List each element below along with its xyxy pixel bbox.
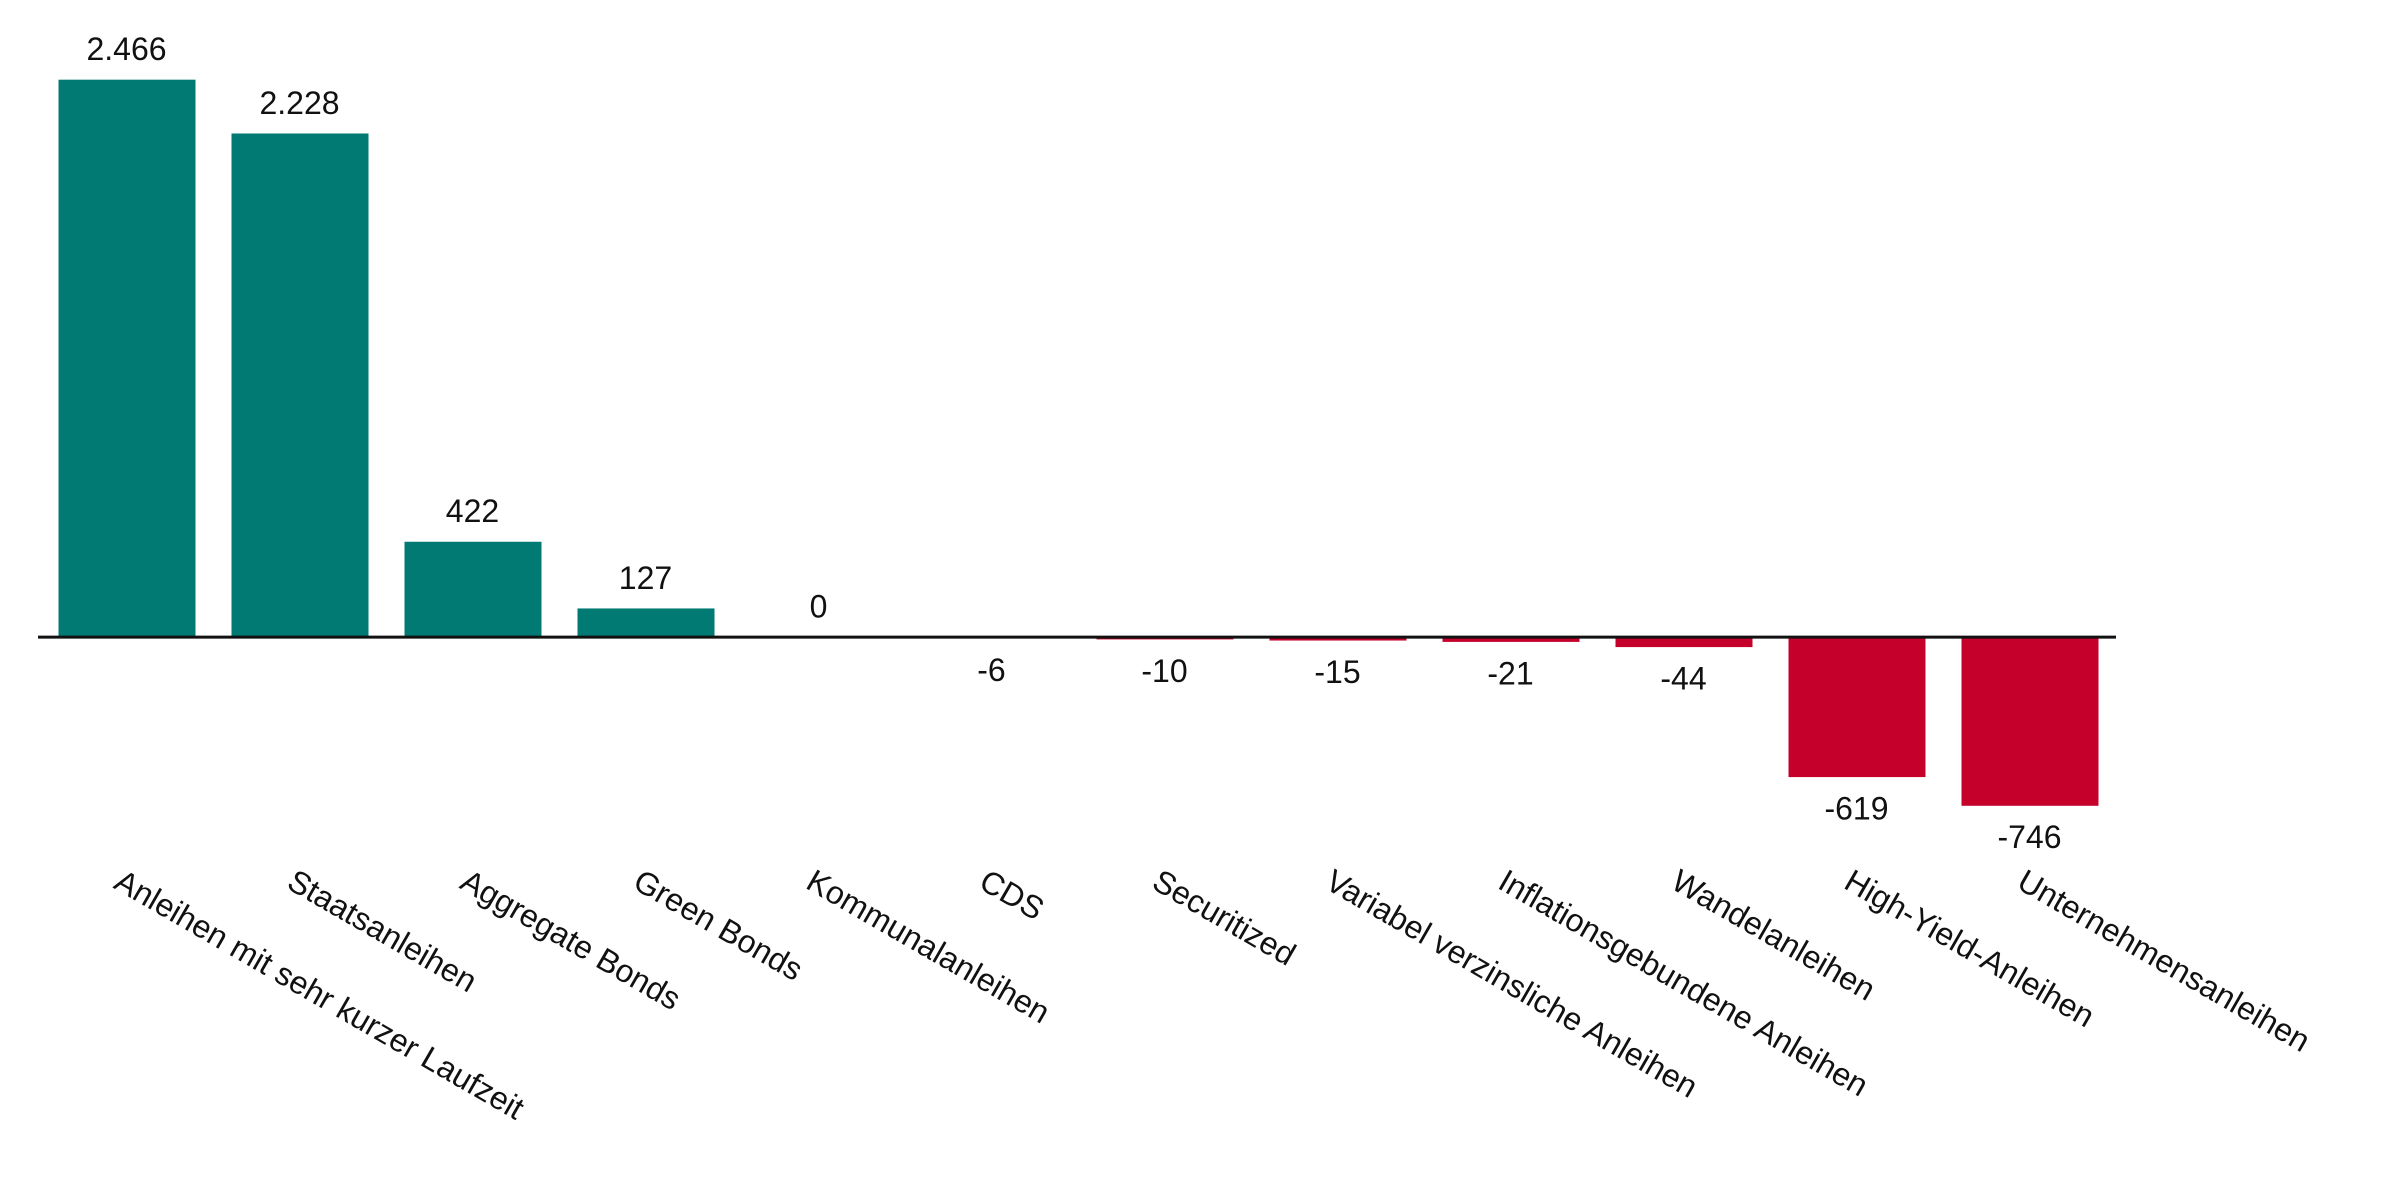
bar	[231, 133, 369, 638]
value-label: -15	[1314, 654, 1360, 690]
value-label: 0	[810, 589, 828, 625]
value-label: 127	[619, 560, 672, 596]
value-label: -44	[1660, 661, 1706, 697]
bar	[1269, 637, 1407, 641]
bar	[1615, 637, 1753, 648]
value-label: -21	[1487, 655, 1533, 691]
x-tick-label: Securitized	[1147, 862, 1302, 972]
value-label: -6	[977, 652, 1005, 688]
value-label: 2.228	[259, 85, 339, 121]
bar	[1961, 637, 2099, 806]
bar	[1788, 637, 1926, 778]
value-label: -746	[1997, 819, 2061, 855]
bar	[404, 541, 542, 638]
value-label: -10	[1141, 653, 1187, 689]
value-label: 2.466	[86, 31, 166, 67]
bar	[577, 608, 715, 638]
x-tick-label: CDS	[974, 862, 1051, 927]
x-tick-label: Unternehmensanleihen	[2012, 862, 2317, 1059]
value-label: -619	[1824, 791, 1888, 827]
bar	[58, 79, 196, 638]
value-label: 422	[446, 493, 499, 529]
bar	[1442, 637, 1580, 642]
